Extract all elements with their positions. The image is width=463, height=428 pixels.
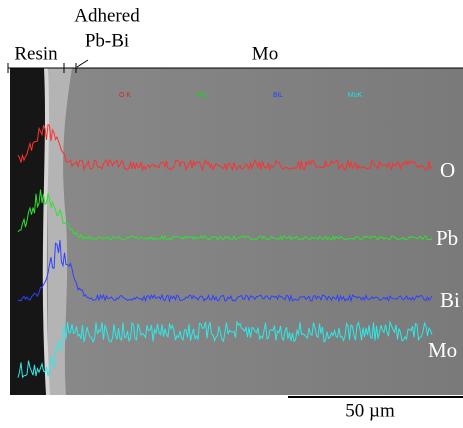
trace-label: Bi bbox=[440, 288, 460, 312]
mo-label: Mo bbox=[252, 43, 278, 64]
legend-entry: O K bbox=[119, 92, 131, 99]
trace-label: Pb bbox=[436, 226, 458, 250]
adhered-label: Pb-Bi bbox=[85, 30, 129, 51]
scale-label: 50 µm bbox=[345, 400, 395, 421]
legend-entry: PbL bbox=[196, 92, 209, 99]
trace-label: O bbox=[440, 158, 455, 182]
legend-entry: BiL bbox=[273, 92, 283, 99]
adhered-label: Adhered bbox=[74, 5, 140, 26]
legend-entry: MoK bbox=[348, 92, 363, 99]
figure: Resin Adhered Pb-Bi Mo O K PbL BiL MoK O… bbox=[0, 0, 463, 423]
resin-region bbox=[10, 68, 46, 395]
sem-image bbox=[10, 68, 463, 395]
trace-label: Mo bbox=[428, 338, 457, 362]
resin-label: Resin bbox=[14, 43, 58, 64]
